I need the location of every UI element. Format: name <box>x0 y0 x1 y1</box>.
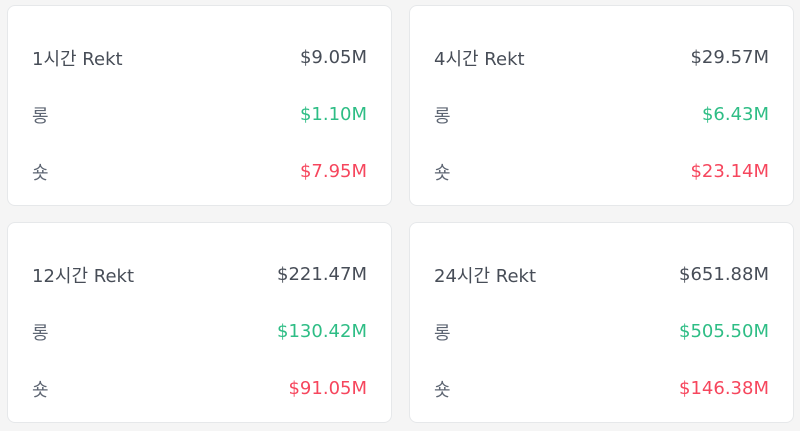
long-label: 롱 <box>32 322 49 344</box>
long-value: $6.43M <box>701 104 769 125</box>
rekt-card: 1시간 Rekt $9.05M 롱 $1.10M 숏 $7.95M <box>7 5 392 206</box>
card-title: 4시간 Rekt <box>434 48 525 70</box>
card-title: 12시간 Rekt <box>32 265 134 287</box>
rekt-card: 24시간 Rekt $651.88M 롱 $505.50M 숏 $146.38M <box>409 222 794 423</box>
short-label: 숏 <box>32 162 49 184</box>
total-row: 1시간 Rekt $9.05M <box>32 29 367 86</box>
short-value: $23.14M <box>690 161 769 182</box>
total-row: 4시간 Rekt $29.57M <box>434 29 769 86</box>
long-label: 롱 <box>434 105 451 127</box>
long-row: 롱 $130.42M <box>32 303 367 360</box>
short-value: $7.95M <box>299 161 367 182</box>
short-row: 숏 $7.95M <box>32 143 367 200</box>
long-row: 롱 $6.43M <box>434 86 769 143</box>
total-value: $651.88M <box>679 264 769 285</box>
long-label: 롱 <box>32 105 49 127</box>
short-value: $146.38M <box>679 378 769 399</box>
long-row: 롱 $1.10M <box>32 86 367 143</box>
short-label: 숏 <box>434 162 451 184</box>
long-label: 롱 <box>434 322 451 344</box>
short-label: 숏 <box>434 379 451 401</box>
total-value: $9.05M <box>299 47 367 68</box>
short-row: 숏 $91.05M <box>32 360 367 417</box>
card-title: 1시간 Rekt <box>32 48 123 70</box>
short-label: 숏 <box>32 379 49 401</box>
long-value: $1.10M <box>299 104 367 125</box>
total-row: 24시간 Rekt $651.88M <box>434 246 769 303</box>
card-title: 24시간 Rekt <box>434 265 536 287</box>
rekt-card: 12시간 Rekt $221.47M 롱 $130.42M 숏 $91.05M <box>7 222 392 423</box>
total-row: 12시간 Rekt $221.47M <box>32 246 367 303</box>
total-value: $29.57M <box>690 47 769 68</box>
long-row: 롱 $505.50M <box>434 303 769 360</box>
long-value: $505.50M <box>679 321 769 342</box>
short-row: 숏 $23.14M <box>434 143 769 200</box>
short-row: 숏 $146.38M <box>434 360 769 417</box>
long-value: $130.42M <box>277 321 367 342</box>
total-value: $221.47M <box>277 264 367 285</box>
short-value: $91.05M <box>288 378 367 399</box>
rekt-card: 4시간 Rekt $29.57M 롱 $6.43M 숏 $23.14M <box>409 5 794 206</box>
